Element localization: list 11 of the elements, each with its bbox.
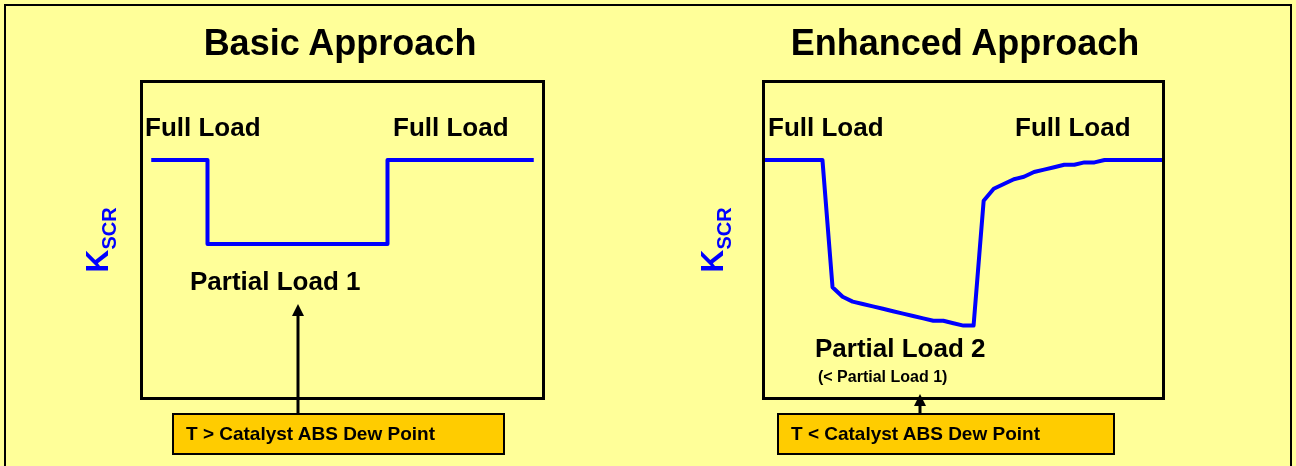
text: Full Load [768, 112, 884, 143]
text: Full Load [145, 112, 261, 143]
chart-title: Basic Approach [203, 22, 477, 64]
text: T > Catalyst ABS Dew Point [172, 413, 505, 455]
annotation: Partial Load 1 [190, 266, 361, 297]
text: Full Load [393, 112, 509, 143]
chart-title: Enhanced Approach [790, 22, 1140, 64]
text: Full Load [1015, 112, 1131, 143]
annotation: (< Partial Load 1) [818, 368, 948, 386]
annotation: Partial Load 2 [815, 333, 986, 364]
text: T < Catalyst ABS Dew Point [777, 413, 1115, 455]
